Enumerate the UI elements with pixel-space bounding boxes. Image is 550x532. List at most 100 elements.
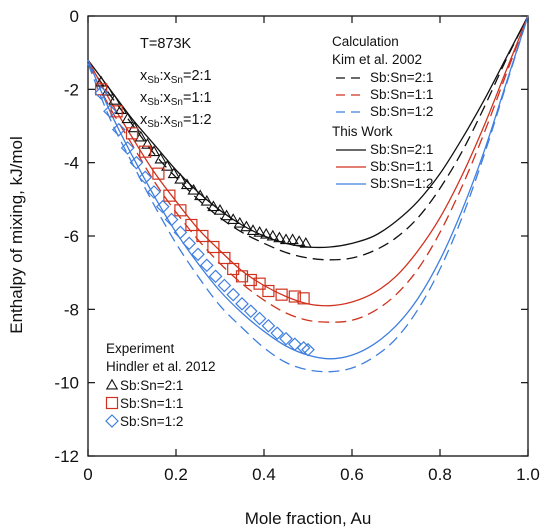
legend-kim-label: Sb:Sn=1:2 [370,104,433,119]
series-line-kim-et-al-2002-sb-sn-1-2 [87,15,529,373]
data-point [147,145,161,157]
x-tick-label: 0 [83,465,92,484]
ratio-annotation: xSb:xSn=1:1 [140,90,212,108]
legend-exp-marker [105,414,119,428]
data-point [226,287,241,302]
axes: 0 0.2 0.4 0.6 0.8 1.0 0 -2 -4 -6 -8 -10 -12 [54,7,539,484]
data-point [273,231,286,243]
legend-kim-entries: Sb:Sn=2:1 Sb:Sn=1:1 Sb:Sn=1:2 [336,70,433,119]
data-point [110,105,123,118]
ratio-subscript: Sb [147,97,160,108]
data-point [134,130,147,142]
legend-calc-heading: Calculation [332,34,399,49]
data-point [161,160,174,171]
legend-exp-entries: Sb:Sn=2:1 Sb:Sn=1:1 Sb:Sn=1:2 [105,378,183,429]
data-point [253,277,266,290]
ratio-text: x [140,68,148,84]
data-point [227,262,240,276]
data-point [167,167,180,179]
data-point [163,189,176,202]
ratio-text: x [140,112,148,128]
data-point [208,269,223,284]
data-point [252,311,267,326]
data-point [296,340,311,355]
data-point [293,235,306,246]
ratio-subscript: Sn [171,97,183,108]
data-point [235,296,249,311]
x-axis-title: Mole fraction, Au [245,509,372,528]
data-point [121,112,134,124]
legend-kim-label: Kim et al. 2002 [332,52,422,67]
y-tick-label: -8 [64,300,79,319]
legend-exp-source: Hindler et al. 2012 [106,359,216,374]
legend-kim-label: Sb:Sn=2:1 [370,70,433,85]
legend-exp-marker [105,378,119,390]
data-point [235,270,249,283]
data-point [114,103,128,114]
data-point [108,94,121,105]
y-tick-label: 0 [70,7,79,26]
data-point [218,251,231,265]
legend-this-work-label: Sb:Sn=1:1 [370,159,433,174]
y-tick-label: -12 [54,447,79,466]
data-point [200,194,213,206]
data-point [185,218,198,232]
data-point [128,121,141,133]
data-point [261,318,276,333]
ratio-text: =2:1 [183,68,212,84]
ratio-text: =1:2 [183,112,212,128]
y-tick-label: -4 [64,154,79,173]
legend-this-work-entries: Sb:Sn=2:1 Sb:Sn=1:1 Sb:Sn=1:2 [336,142,433,191]
ratio-annotation: xSb:xSn=2:1 [140,68,212,86]
legend-exp-marker [105,396,119,410]
x-tick-label: 0.4 [252,465,276,484]
legend-exp-heading: Experiment [106,341,175,356]
data-point [253,226,266,237]
y-axis-title: Enthalpy of mixing, kJ/mol [7,136,26,333]
data-point [217,278,232,293]
series-line-kim-et-al-2002-sb-sn-1-1 [87,15,529,323]
calculation-legend: Calculation Kim et al. 2002 Sb:Sn=2:1Sb:… [332,34,433,191]
ratio-text: :x [159,90,171,106]
x-tick-label: 1.0 [516,465,540,484]
curves [87,15,529,373]
data-point [301,342,315,357]
data-point [275,288,288,301]
data-point [243,304,258,319]
y-tick-label: -2 [64,80,79,99]
data-point [270,326,285,341]
ratio-text: :x [159,112,171,128]
data-point [95,83,108,96]
ratio-text: =1:1 [183,90,212,106]
data-point [174,204,187,217]
x-tick-label: 0.6 [340,465,364,484]
data-point [174,172,187,184]
data-point [138,170,153,185]
data-point [199,258,214,273]
data-point [103,104,117,119]
data-point [207,240,220,254]
data-point [244,273,257,287]
experiment-legend: Experiment Hindler et al. 2012 Sb:Sn=2:1… [105,341,216,429]
legend-this-work-label: This Work [332,124,393,139]
ratio-subscript: Sn [171,119,183,130]
ratio-text: x [140,90,148,106]
temperature-label: T=873K [140,36,192,52]
legend-exp-label: Sb:Sn=2:1 [120,378,183,393]
data-point [233,216,246,228]
data-point [297,292,310,305]
data-point [187,183,200,195]
data-point [286,233,299,245]
data-point [139,145,152,158]
data-point [196,229,209,243]
data-point [213,204,227,215]
data-point [125,127,139,140]
data-point [155,199,170,214]
data-point [288,290,301,303]
data-point [240,220,253,232]
data-point [279,233,293,245]
data-point [191,247,205,262]
x-tick-label: 0.8 [428,465,452,484]
